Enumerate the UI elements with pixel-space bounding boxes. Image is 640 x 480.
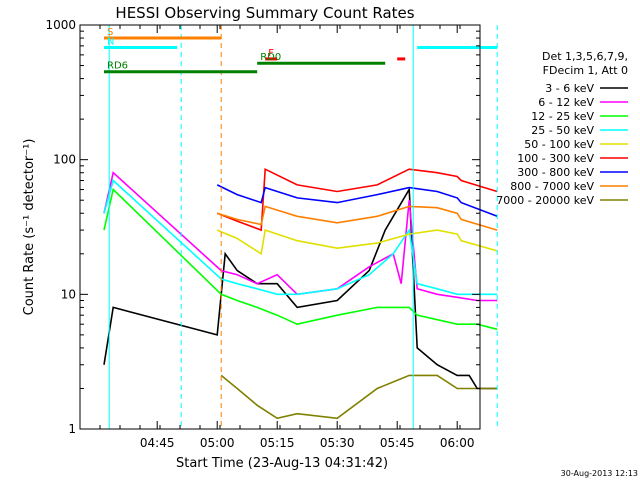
series-line-7 <box>216 184 498 218</box>
x-tick-label: 05:30 <box>320 436 355 450</box>
legend-header-line-1: Det 1,3,5,6,7,9, <box>542 50 628 63</box>
legend-label-4: 25 - 50 keV <box>531 124 594 137</box>
state-label-rd0: RD0 <box>260 52 281 63</box>
series-line-6 <box>216 167 498 232</box>
legend-header-line-2: FDecim 1, Att 0 <box>543 64 628 77</box>
state-label-f: F <box>268 48 274 59</box>
legend-label-2: 6 - 12 keV <box>538 96 594 109</box>
x-tick-label: 05:15 <box>260 436 295 450</box>
series-line-3 <box>103 187 498 331</box>
x-tick-label: 06:00 <box>440 436 475 450</box>
x-axis-label: Start Time (23-Aug-13 04:31:42) <box>176 456 388 471</box>
x-tick-label: 05:45 <box>380 436 415 450</box>
legend-label-9: 7000 - 20000 keV <box>496 194 594 207</box>
footer-date: 30-Aug-2013 12:13 <box>561 469 638 478</box>
y-axis: 1 10 100 1000 <box>45 18 480 436</box>
series-line-4 <box>103 179 498 296</box>
y-tick-label: 1 <box>68 422 76 436</box>
x-axis: 04:45 05:00 05:15 05:30 05:45 06:00 <box>79 25 481 450</box>
series-line-9 <box>220 374 498 420</box>
series-line-5 <box>216 229 498 256</box>
legend-label-8: 800 - 7000 keV <box>510 180 594 193</box>
y-axis-label: Count Rate (s⁻¹ detector⁻¹) <box>22 139 37 316</box>
chart-title: HESSI Observing Summary Count Rates <box>115 4 414 22</box>
state-label-n: N <box>107 37 114 48</box>
y-tick-label: 100 <box>53 153 76 167</box>
series-line-1 <box>103 186 498 390</box>
y-tick-label: 1000 <box>45 18 76 32</box>
legend-label-1: 3 - 6 keV <box>545 82 594 95</box>
legend: Det 1,3,5,6,7,9,FDecim 1, Att 0 3 - 6 keV… <box>496 50 628 207</box>
legend-label-3: 12 - 25 keV <box>531 110 594 123</box>
x-tick-label: 04:45 <box>140 436 175 450</box>
legend-label-6: 100 - 300 keV <box>517 152 594 165</box>
y-tick-label: 10 <box>61 287 76 301</box>
series-line-2 <box>103 171 498 302</box>
series-line-8 <box>216 205 498 231</box>
x-tick-label: 05:00 <box>200 436 235 450</box>
legend-label-7: 300 - 800 keV <box>517 166 594 179</box>
state-label-rd6: RD6 <box>107 61 128 72</box>
state-label-s: S <box>107 27 113 38</box>
legend-label-5: 50 - 100 keV <box>524 138 594 151</box>
